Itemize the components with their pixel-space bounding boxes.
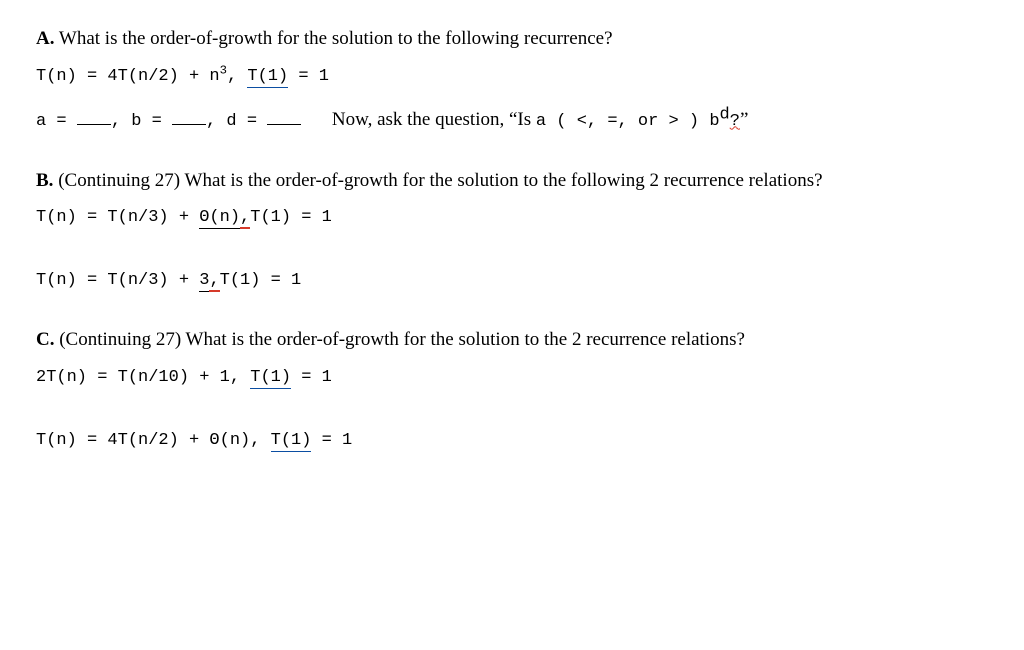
- section-c-eq1: 2T(n) = T(n/10) + 1, T(1) = 1: [36, 367, 988, 390]
- b-eq1-post: T(1) = 1: [250, 208, 332, 227]
- b-eq2-comma: ,: [209, 271, 219, 292]
- b-eq2-three: 3: [199, 271, 209, 292]
- blank-a[interactable]: [77, 107, 111, 125]
- section-a-label: A.: [36, 28, 54, 49]
- b-eq2-pre: T(n) = T(n/3) +: [36, 271, 199, 290]
- eq-a-post: = 1: [288, 67, 329, 86]
- c-eq2-t1: T(1): [271, 431, 312, 452]
- c-eq1-t1: T(1): [250, 368, 291, 389]
- eq-a-pre: T(n) = 4T(n/2) + n: [36, 66, 220, 89]
- c-eq2-post: = 1: [311, 431, 352, 450]
- question-mono1: a ( <, =, or > ) b: [536, 112, 720, 131]
- section-c-label: C.: [36, 329, 54, 350]
- question-lead: Now, ask the question, “Is: [332, 109, 536, 130]
- section-c-eq2: T(n) = 4T(n/2) + Θ(n), T(1) = 1: [36, 430, 988, 453]
- section-a-prompt: What is the order-of-growth for the solu…: [59, 28, 613, 49]
- section-c-prompt: (Continuing 27) What is the order-of-gro…: [59, 329, 745, 350]
- section-b-prompt: (Continuing 27) What is the order-of-gro…: [58, 170, 822, 191]
- b-eq1-theta: Θ(n): [199, 208, 240, 229]
- eq-a-t1: T(1): [247, 67, 288, 88]
- b-eq1-comma: ,: [240, 208, 250, 229]
- fill-b-label: , b =: [111, 112, 172, 131]
- b-eq1-pre: T(n) = T(n/3) +: [36, 208, 199, 227]
- c-eq1-post: = 1: [291, 368, 332, 387]
- c-eq1-pre: 2T(n) = T(n/10) + 1,: [36, 368, 240, 387]
- section-a-heading: A. What is the order-of-growth for the s…: [36, 26, 988, 52]
- section-b-eq2: T(n) = T(n/3) + 3,T(1) = 1: [36, 270, 988, 293]
- blank-d[interactable]: [267, 107, 301, 125]
- fill-d-label: , d =: [206, 112, 267, 131]
- blank-b[interactable]: [172, 107, 206, 125]
- section-a-equation: T(n) = 4T(n/2) + n3, T(1) = 1: [36, 66, 988, 89]
- section-a-fill-line: a = , b = , d = Now, ask the question, “…: [36, 107, 988, 134]
- question-close: ”: [740, 109, 748, 130]
- eq-a-comma: ,: [227, 67, 237, 86]
- question-sup: d: [720, 105, 730, 124]
- b-eq2-post: T(1) = 1: [220, 271, 302, 290]
- section-b-eq1: T(n) = T(n/3) + Θ(n),T(1) = 1: [36, 207, 988, 230]
- eq-a-sup: 3: [220, 63, 227, 77]
- question-qmark: ?: [730, 112, 740, 131]
- section-b-heading: B. (Continuing 27) What is the order-of-…: [36, 168, 988, 194]
- fill-a-label: a =: [36, 112, 77, 131]
- section-b-label: B.: [36, 170, 53, 191]
- section-c-heading: C. (Continuing 27) What is the order-of-…: [36, 327, 988, 353]
- c-eq2-pre: T(n) = 4T(n/2) + Θ(n),: [36, 431, 260, 450]
